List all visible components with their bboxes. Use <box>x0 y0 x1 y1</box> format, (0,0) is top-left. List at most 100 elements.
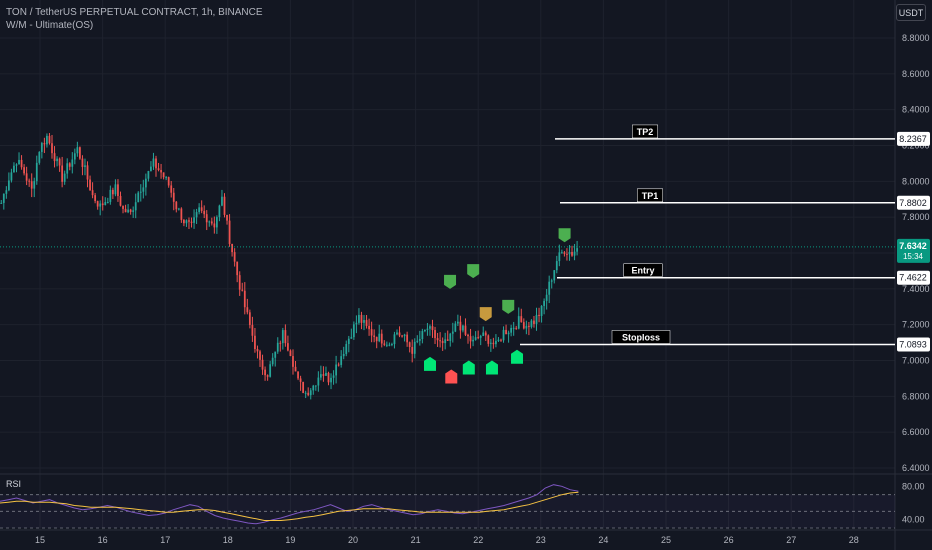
candle <box>388 342 391 347</box>
candle-body <box>86 165 89 180</box>
candle-body <box>132 210 135 212</box>
candle-body <box>345 344 348 354</box>
candle-body <box>535 314 538 324</box>
candle <box>15 163 18 173</box>
candle-body <box>251 324 254 336</box>
candle <box>446 330 449 341</box>
candle <box>550 278 553 289</box>
candle-body <box>271 357 274 365</box>
candle-body <box>38 151 41 163</box>
candle-body <box>327 372 330 383</box>
candle-body <box>441 341 444 344</box>
candle-body <box>396 332 398 335</box>
candle <box>477 330 480 340</box>
candle <box>375 336 378 349</box>
candle-body <box>61 165 64 182</box>
candle-body <box>342 353 345 357</box>
candle-body <box>322 374 325 376</box>
candle <box>175 200 178 213</box>
candle-body <box>124 208 127 213</box>
candle-body <box>185 220 188 224</box>
currency-button[interactable]: USDT <box>896 4 926 21</box>
candle-body <box>360 314 363 323</box>
candle-body <box>51 143 53 154</box>
candle <box>99 200 102 216</box>
candle-body <box>484 332 487 336</box>
candle <box>545 289 548 310</box>
candle <box>89 175 91 191</box>
candle-body <box>205 214 208 223</box>
candle <box>540 305 543 323</box>
candle <box>454 321 457 333</box>
candle-body <box>58 158 61 166</box>
candle <box>462 324 464 333</box>
candle <box>365 315 368 329</box>
candle-body <box>79 147 81 159</box>
candle <box>337 362 340 367</box>
candle <box>18 152 20 165</box>
candle <box>79 146 81 160</box>
candle <box>170 180 173 198</box>
sell-signal-icon <box>502 299 515 314</box>
candle <box>276 337 279 354</box>
buy-signal-icon <box>423 356 436 371</box>
candle-body <box>304 392 307 394</box>
candle-body <box>137 192 140 203</box>
candle-body <box>378 333 381 342</box>
candle-body <box>469 336 472 342</box>
candle <box>464 318 467 337</box>
candle-body <box>81 158 84 167</box>
candle-body <box>266 375 269 377</box>
candle-body <box>213 223 216 228</box>
candle <box>48 133 51 145</box>
candle <box>292 349 294 375</box>
candle <box>28 178 31 187</box>
candle-body <box>489 342 492 344</box>
candle-body <box>256 349 259 352</box>
candle <box>114 179 117 197</box>
candle-body <box>170 185 173 193</box>
candle <box>373 329 376 343</box>
candle <box>279 340 282 352</box>
candle-body <box>106 201 109 203</box>
candle <box>330 373 332 390</box>
candle-body <box>462 325 464 331</box>
candle-body <box>566 253 568 255</box>
candle <box>426 322 429 336</box>
rsi-tick-label: 80.00 <box>902 481 925 491</box>
level-tag-box <box>611 330 671 344</box>
candle-body <box>573 251 576 256</box>
candle-body <box>155 158 157 169</box>
candle-body <box>451 331 454 334</box>
candle <box>284 324 287 347</box>
candle-body <box>101 203 104 206</box>
candle-body <box>355 322 358 325</box>
candle <box>482 326 485 337</box>
candle <box>150 161 152 172</box>
level-tp2: TP2 8.2367 <box>555 124 930 146</box>
price-tick-label: 6.6000 <box>902 427 930 437</box>
candle-body <box>292 356 294 367</box>
time-tick-label: 16 <box>98 535 108 545</box>
candle <box>218 204 221 222</box>
candle <box>236 261 239 283</box>
candle <box>413 338 416 359</box>
candle <box>94 192 97 204</box>
candle-body <box>246 307 249 313</box>
candle <box>0 199 3 204</box>
candle <box>398 326 401 338</box>
candle-body <box>312 385 315 391</box>
candles-group <box>0 133 578 400</box>
time-tick-label: 22 <box>473 535 483 545</box>
candle <box>241 282 244 292</box>
candle <box>84 158 86 176</box>
candle-body <box>208 221 211 223</box>
candle <box>122 205 124 214</box>
candle <box>256 345 259 359</box>
candle <box>157 162 160 172</box>
candle <box>421 328 424 344</box>
candle-body <box>111 189 114 195</box>
candle <box>43 137 46 154</box>
